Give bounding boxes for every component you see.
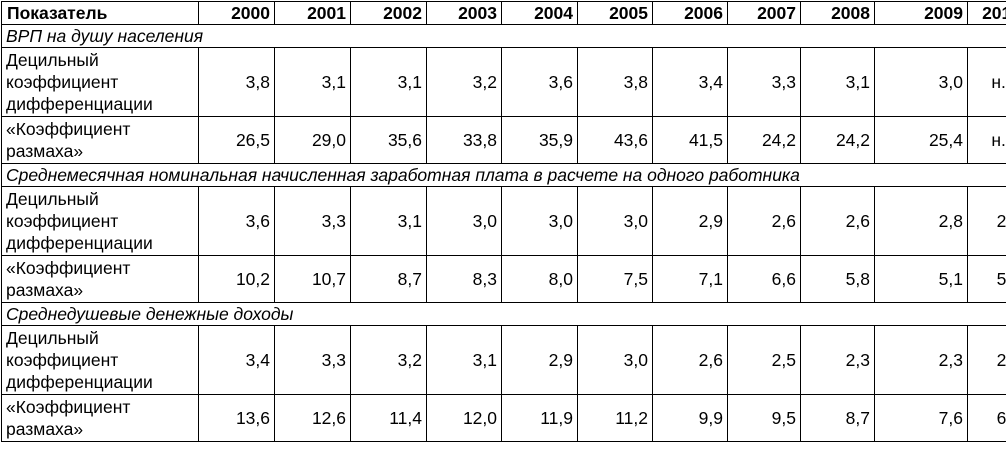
value-cell: 3,0 <box>577 325 653 395</box>
value-cell: 3,0 <box>501 186 578 256</box>
value-cell: 2,9 <box>652 186 728 256</box>
table-row: Децильный коэффициент дифференциации 3,4 3… <box>1 325 1006 395</box>
year-header: 2007 <box>727 1 801 25</box>
row-label: Децильный коэффициент дифференциации <box>1 47 199 117</box>
value-cell: 8,7 <box>800 394 875 442</box>
row-label: Децильный коэффициент дифференциации <box>1 186 199 256</box>
value-cell: 3,3 <box>274 325 351 395</box>
statistics-table: Показатель 2000 2001 2002 2003 2004 2005… <box>1 1 1006 442</box>
value-cell: 25,4 <box>874 116 968 164</box>
value-cell: 24,2 <box>800 116 875 164</box>
value-cell: 26,5 <box>198 116 275 164</box>
value-cell: 12,6 <box>274 394 351 442</box>
section-row: ВРП на душу населения <box>1 24 1006 48</box>
year-header: 2008 <box>800 1 875 25</box>
indicator-header: Показатель <box>1 1 199 25</box>
value-cell: 3,8 <box>577 47 653 117</box>
value-cell: 43,6 <box>577 116 653 164</box>
value-cell: 2,4 <box>967 325 1006 395</box>
year-header: 2004 <box>501 1 578 25</box>
value-cell: 3,0 <box>874 47 968 117</box>
value-cell: 3,4 <box>652 47 728 117</box>
value-cell: 2,6 <box>652 325 728 395</box>
year-header: 2006 <box>652 1 728 25</box>
value-cell: 6,6 <box>727 255 801 303</box>
value-cell: 10,2 <box>198 255 275 303</box>
row-label: Децильный коэффициент дифференциации <box>1 325 199 395</box>
value-cell: 3,1 <box>350 186 427 256</box>
value-cell: 35,6 <box>350 116 427 164</box>
year-header: 2003 <box>426 1 502 25</box>
value-cell: 9,5 <box>727 394 801 442</box>
value-cell: 3,6 <box>501 47 578 117</box>
value-cell: 2,6 <box>727 186 801 256</box>
value-cell: 11,2 <box>577 394 653 442</box>
value-cell: 3,4 <box>198 325 275 395</box>
value-cell: 3,3 <box>274 186 351 256</box>
value-cell: 2,7 <box>967 186 1006 256</box>
header-row: Показатель 2000 2001 2002 2003 2004 2005… <box>1 1 1006 25</box>
year-header: 2002 <box>350 1 427 25</box>
section-title: Среднедушевые денежные доходы <box>1 302 1006 326</box>
table-row: Децильный коэффициент дифференциации 3,8 3… <box>1 47 1006 117</box>
value-cell: 2,3 <box>800 325 875 395</box>
value-cell: 3,1 <box>350 47 427 117</box>
value-cell: 29,0 <box>274 116 351 164</box>
value-cell: 12,0 <box>426 394 502 442</box>
value-cell: 2,6 <box>800 186 875 256</box>
value-cell: 3,3 <box>727 47 801 117</box>
value-cell: 9,9 <box>652 394 728 442</box>
row-label: «Коэффициент размаха» <box>1 116 199 164</box>
row-label: «Коэффициент размаха» <box>1 255 199 303</box>
year-header: 2001 <box>274 1 351 25</box>
section-row: Среднедушевые денежные доходы <box>1 302 1006 326</box>
section-title: ВРП на душу населения <box>1 24 1006 48</box>
value-cell: 35,9 <box>501 116 578 164</box>
value-cell: 41,5 <box>652 116 728 164</box>
table-row: «Коэффициент размаха» 10,2 10,7 8,7 8,3 8,0 7,… <box>1 255 1006 303</box>
value-cell: 2,9 <box>501 325 578 395</box>
section-row: Среднемесячная номинальная начисленная з… <box>1 163 1006 187</box>
table-row: Децильный коэффициент дифференциации 3,6 3… <box>1 186 1006 256</box>
value-cell: 11,9 <box>501 394 578 442</box>
value-cell: 3,1 <box>800 47 875 117</box>
table-row: «Коэффициент размаха» 13,6 12,6 11,4 12,0 11,… <box>1 394 1006 442</box>
value-cell: 3,1 <box>426 325 502 395</box>
value-cell: 3,2 <box>350 325 427 395</box>
value-cell: 8,0 <box>501 255 578 303</box>
value-cell: 3,0 <box>426 186 502 256</box>
value-cell: 2,8 <box>874 186 968 256</box>
year-header: 2010 <box>967 1 1006 25</box>
value-cell: 2,3 <box>874 325 968 395</box>
row-label: «Коэффициент размаха» <box>1 394 199 442</box>
year-header: 2005 <box>577 1 653 25</box>
value-cell: 5,1 <box>967 255 1006 303</box>
table-row: «Коэффициент размаха» 26,5 29,0 35,6 33,8 35,… <box>1 116 1006 164</box>
value-cell: 3,6 <box>198 186 275 256</box>
value-cell: 11,4 <box>350 394 427 442</box>
value-cell: 5,1 <box>874 255 968 303</box>
section-title: Среднемесячная номинальная начисленная з… <box>1 163 1006 187</box>
value-cell: 13,6 <box>198 394 275 442</box>
value-cell: 33,8 <box>426 116 502 164</box>
value-cell: 3,1 <box>274 47 351 117</box>
value-cell: н.д. <box>967 47 1006 117</box>
value-cell: 8,3 <box>426 255 502 303</box>
value-cell: 24,2 <box>727 116 801 164</box>
value-cell: 3,8 <box>198 47 275 117</box>
value-cell: 3,0 <box>577 186 653 256</box>
year-header: 2000 <box>198 1 275 25</box>
year-header: 2009 <box>874 1 968 25</box>
value-cell: 6,3 <box>967 394 1006 442</box>
value-cell: н.д. <box>967 116 1006 164</box>
value-cell: 7,1 <box>652 255 728 303</box>
value-cell: 2,5 <box>727 325 801 395</box>
value-cell: 10,7 <box>274 255 351 303</box>
value-cell: 7,6 <box>874 394 968 442</box>
value-cell: 3,2 <box>426 47 502 117</box>
value-cell: 8,7 <box>350 255 427 303</box>
value-cell: 7,5 <box>577 255 653 303</box>
table-body: ВРП на душу населения Децильный коэффицие… <box>1 24 1006 442</box>
value-cell: 5,8 <box>800 255 875 303</box>
